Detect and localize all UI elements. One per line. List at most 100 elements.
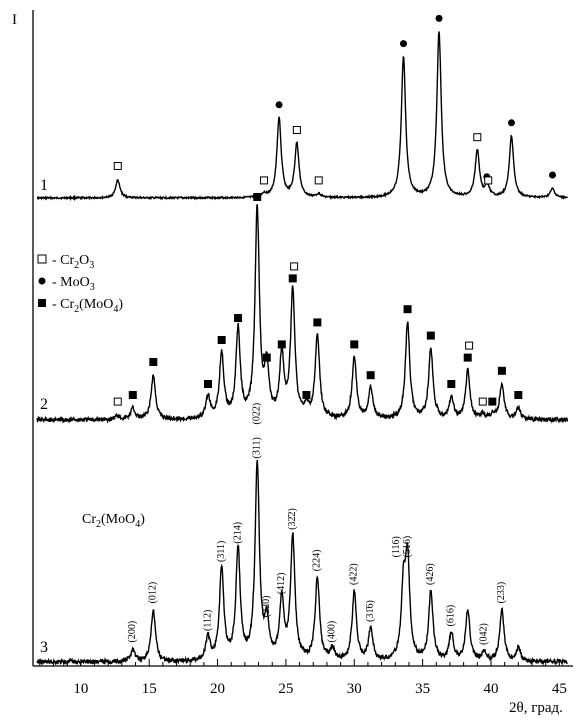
moo3-marker [435,14,443,22]
series-3-phase-label: Cr2​(MoO4​) [82,512,145,530]
cr2moo4-marker [288,274,297,283]
miller-index-label: (311) [216,541,227,562]
cr2moo4-marker [128,391,137,399]
miller-index-label: (400) [327,621,338,643]
miller-index-label: (022) [251,403,262,425]
formula-part: (MoO [101,512,135,527]
curves [36,31,569,667]
formula-part: ) [118,297,123,312]
miller-index-label: (422) [349,563,360,585]
series-2-label: 2 [40,396,48,413]
formula-part: - Cr [52,253,75,268]
cr2o3-marker [473,133,482,142]
x-tick-label: 40 [483,681,498,697]
cr2moo4-marker [426,331,435,340]
formula-part: 4 [113,304,118,315]
x-tick-label: 15 [142,681,157,697]
legend-entry-2: - Cr2​(MoO4​) [52,297,123,315]
cr2moo4-marker [514,391,523,399]
cr2moo4-marker [447,380,456,388]
cr2o3-marker [478,397,487,406]
formula-part: - Cr [52,297,75,312]
miller-index-label: (311) [251,437,262,458]
axes: I 10 15 20 25 30 35 40 45 2θ, град. [12,10,573,716]
cr2moo4-marker [463,353,472,362]
cr2moo4-marker [203,380,212,388]
miller-index-label: (233) [496,582,507,604]
miller-index-label: (012) [148,582,159,604]
x-tick-label: 45 [552,681,567,697]
y-axis-label: I [12,12,17,28]
miller-index-label: (224) [312,550,323,572]
series-1-curve [36,31,568,202]
formula-part: (MoO [79,297,113,312]
miller-index-label: (412) [276,573,287,595]
miller-index-label: (426) [425,563,436,585]
cr2moo4-marker [262,353,271,362]
miller-index-label: (220) [261,596,272,618]
legend-cr2o3-symbol [37,254,47,264]
cr2o3-marker [465,341,474,350]
legend-moo3-symbol [38,277,46,285]
x-tick-label: 30 [347,681,362,697]
miller-index-label: (32̄2) [287,508,298,530]
miller-index-label: (516) [402,536,413,558]
formula-part: 3 [89,260,94,271]
miller-index-label: (31̄6) [365,600,376,622]
formula-part: 4 [135,519,140,530]
legend: - Cr2​O3​ - MoO3​ - Cr2​(MoO4​) [37,253,123,315]
formula-part: 2 [74,260,79,271]
miller-index-label: (200) [127,621,138,643]
cr2moo4-marker [149,358,158,366]
moo3-marker [548,171,556,179]
cr2moo4-marker [277,340,286,349]
cr2o3-marker [290,262,299,271]
cr2moo4-marker [234,314,243,322]
miller-index-label: (112) [202,610,213,631]
cr2o3-marker [260,176,269,185]
formula-part: ) [140,512,145,527]
cr2moo4-marker [403,305,412,314]
formula-part: - MoO [52,275,90,290]
series-2-curve [36,204,569,424]
legend-cr2moo4-symbol [38,299,46,307]
series-1-label: 1 [40,177,48,194]
cr2moo4-marker [497,366,506,375]
cr2o3-marker [292,126,301,134]
miller-index-label: (616) [446,605,457,627]
miller-index-label: (214) [232,522,243,544]
markers [113,14,556,406]
miller-index-label: (116) [391,536,402,557]
x-axis-label: 2θ, град. [509,700,563,716]
formula-part: O [79,253,89,268]
series-3-label: 3 [40,639,48,656]
formula-part: 2 [96,519,101,530]
moo3-marker [399,40,407,48]
x-tick-label: 25 [278,681,293,697]
formula-part: 3 [90,282,95,293]
cr2o3-marker [314,176,323,185]
moo3-marker [275,101,283,109]
cr2moo4-marker [253,193,262,201]
cr2o3-marker [484,176,493,185]
legend-entry-1: - MoO3​ [52,275,95,293]
x-tick-label: 35 [415,681,430,697]
cr2moo4-marker [313,318,322,327]
legend-entry-0: - Cr2​O3​ [52,253,94,271]
cr2moo4-marker [217,336,226,344]
formula-part: 2 [74,304,79,315]
x-tick-label: 20 [210,681,225,697]
labels: 123Cr2​(MoO4​)(200)(012)(112)(311)(214)(… [40,177,507,656]
cr2moo4-marker [366,371,375,380]
miller-index-label: (042) [478,623,489,645]
cr2o3-marker [113,162,122,170]
cr2moo4-marker [488,397,497,406]
cr2o3-marker [113,397,122,406]
cr2moo4-marker [350,340,359,349]
cr2moo4-marker [302,391,311,399]
formula-part: Cr [82,512,96,527]
moo3-marker [507,119,515,127]
series-3-curve [36,459,568,667]
x-tick-label: 10 [73,681,88,697]
